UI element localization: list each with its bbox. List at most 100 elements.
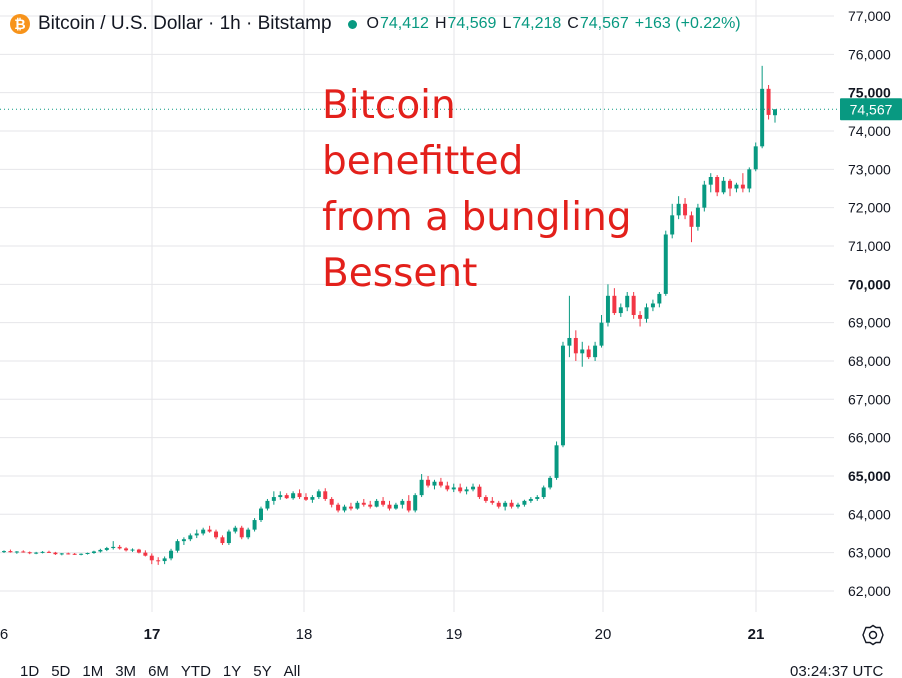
candle-body: [226, 531, 231, 544]
chart-header: ₿ Bitcoin / U.S. Dollar · 1h · Bitstamp …: [10, 11, 747, 37]
candle-body: [689, 215, 694, 227]
candle-body: [676, 203, 681, 216]
candle-body: [188, 535, 193, 540]
candle-body: [387, 504, 392, 509]
candle-body: [233, 527, 238, 532]
y-tick-label: 63,000: [848, 545, 891, 561]
price-change: +163 (+0.22%): [634, 15, 741, 32]
candle-body: [702, 184, 707, 208]
candle-body: [458, 487, 463, 492]
utc-clock: 03:24:37 UTC: [790, 663, 884, 678]
candle-body: [695, 207, 700, 227]
candle-body: [644, 307, 649, 319]
y-tick-label: 68,000: [848, 353, 891, 369]
candle-body: [336, 504, 341, 511]
candle-body: [136, 549, 141, 553]
candle-body: [368, 504, 373, 507]
range-6m-button[interactable]: 6M: [148, 663, 169, 678]
candle-body: [612, 295, 617, 314]
candle-body: [79, 553, 84, 555]
range-1y-button[interactable]: 1Y: [222, 663, 242, 678]
y-tick-label: 74,000: [848, 123, 891, 139]
candle-body: [516, 504, 520, 507]
y-tick-label: 76,000: [848, 46, 891, 62]
candle-body: [156, 560, 161, 562]
chart-grid: [0, 0, 834, 612]
range-selector: 1D 5D 1M 3M 6M YTD 1Y 5Y All: [20, 663, 300, 678]
candle-body: [438, 481, 443, 486]
candle-body: [650, 303, 655, 308]
candle-body: [342, 506, 347, 511]
gear-icon[interactable]: [862, 624, 884, 646]
bottom-toolbar: 1D 5D 1M 3M 6M YTD 1Y 5Y All 03:24:37 UT…: [0, 663, 902, 678]
candle-body: [381, 500, 386, 505]
candle-body: [541, 487, 546, 498]
candle-body: [323, 491, 328, 499]
candle-body: [40, 551, 45, 553]
candle-body: [483, 497, 488, 501]
range-3m-button[interactable]: 3M: [115, 663, 137, 678]
candle-body: [683, 203, 688, 216]
candle-body: [432, 481, 437, 486]
candle-body: [522, 500, 527, 505]
candle-body: [419, 479, 424, 496]
candle-body: [207, 529, 212, 532]
candle-body: [361, 502, 366, 505]
candle-body: [445, 485, 450, 490]
candle-body: [66, 553, 71, 555]
candle-body: [91, 551, 96, 554]
ohlc-close: C74,567: [567, 15, 629, 32]
candle-body: [728, 180, 733, 189]
range-ytd-button[interactable]: YTD: [180, 663, 211, 678]
last-price-tag: [840, 98, 902, 121]
candle-body: [631, 295, 636, 315]
candle-body: [104, 548, 109, 550]
candle-body: [509, 502, 514, 507]
candle-body: [297, 493, 302, 498]
candle-body: [451, 487, 456, 490]
range-5y-button[interactable]: 5Y: [253, 663, 272, 678]
candle-body: [657, 293, 662, 304]
x-tick-label: 21: [748, 626, 765, 643]
candle-body: [53, 552, 58, 555]
candle-body: [201, 529, 206, 534]
candle-body: [271, 497, 276, 501]
range-5d-button[interactable]: 5D: [51, 663, 71, 678]
candle-body: [259, 508, 263, 521]
range-all-button[interactable]: All: [283, 663, 301, 678]
range-1m-button[interactable]: 1M: [82, 663, 104, 678]
candle-body: [740, 184, 745, 189]
candle-body: [98, 549, 103, 552]
candle-body: [27, 552, 32, 554]
x-tick-label: 6: [0, 626, 8, 643]
candle-body: [573, 337, 578, 354]
bitcoin-icon: ₿: [10, 14, 30, 34]
y-tick-label: 75,000: [848, 85, 891, 101]
y-tick-label: 69,000: [848, 315, 891, 331]
symbol-title[interactable]: Bitcoin / U.S. Dollar · 1h · Bitstamp: [38, 13, 332, 34]
y-tick-label: 65,000: [848, 468, 891, 484]
candle-body: [490, 500, 495, 503]
candle-body: [374, 500, 379, 507]
candle-body: [265, 500, 270, 509]
candle-body: [143, 552, 148, 556]
candle-body: [310, 497, 315, 500]
chart-annotation: Bitcoin benefitted from a bungling Besse…: [322, 78, 662, 302]
candle-body: [46, 551, 51, 553]
y-tick-label: 77,000: [848, 8, 891, 24]
candle-body: [715, 176, 720, 193]
candle-body: [477, 486, 482, 498]
candle-body: [21, 551, 26, 553]
candle-body: [72, 553, 77, 555]
candle-body: [426, 479, 431, 486]
annotation-line: Bitcoin benefitted: [322, 83, 524, 184]
range-1d-button[interactable]: 1D: [20, 663, 40, 678]
candle-body: [393, 504, 398, 509]
candle-body: [348, 506, 353, 509]
candle-body: [593, 345, 598, 358]
candle-body: [239, 527, 244, 538]
candle-body: [605, 295, 610, 323]
last-price-label: 74,567: [850, 101, 893, 117]
y-tick-label: 72,000: [848, 200, 891, 216]
candle-body: [175, 541, 180, 551]
